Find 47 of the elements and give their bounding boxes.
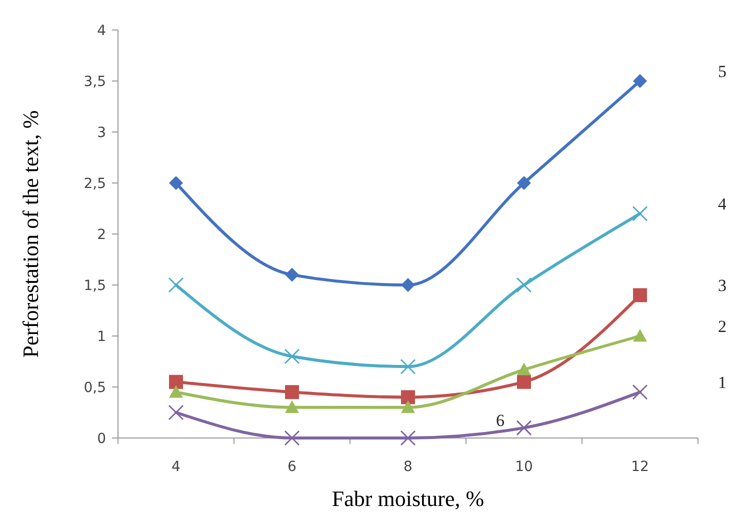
y-tick-label: 0	[97, 430, 106, 447]
point	[285, 400, 299, 413]
point	[284, 430, 300, 446]
y-tick-label: 4	[97, 22, 106, 39]
point	[401, 278, 415, 292]
point	[632, 384, 648, 400]
x-tick-label: 10	[515, 459, 533, 475]
point	[633, 329, 647, 342]
point	[633, 288, 647, 302]
y-axis-title: Perforestation of the text, %	[18, 110, 43, 358]
x-tick-label: 8	[404, 459, 412, 475]
point	[168, 404, 184, 420]
point	[517, 176, 531, 190]
point	[516, 277, 532, 293]
y-tick-label: 1	[97, 328, 106, 345]
point	[400, 430, 416, 446]
x-tick-label: 4	[172, 459, 181, 475]
y-tick-label: 0,5	[84, 380, 106, 396]
point	[401, 400, 415, 413]
point	[169, 176, 183, 190]
text: 1	[718, 373, 726, 392]
y-tick-label: 2,5	[84, 176, 106, 192]
point	[285, 385, 299, 400]
point	[632, 206, 648, 222]
point	[401, 390, 415, 404]
y-tick-label: 3,5	[84, 74, 106, 90]
y-tick-label: 1,5	[84, 278, 106, 294]
point	[285, 268, 299, 282]
point	[284, 348, 300, 364]
x-tick-label: 6	[288, 459, 297, 475]
point	[517, 374, 531, 389]
x-tick-label: 12	[631, 459, 649, 475]
text: 2	[718, 317, 726, 336]
point	[516, 420, 532, 436]
annotation: 6	[496, 410, 504, 430]
point	[633, 74, 647, 88]
point	[400, 358, 416, 374]
point	[169, 385, 183, 398]
text: 3	[718, 276, 726, 296]
y-tick-label: 3	[97, 124, 106, 141]
point	[517, 362, 531, 376]
text: 4	[718, 194, 727, 214]
text: 5	[718, 62, 726, 81]
point	[168, 277, 184, 293]
x-axis-title: Fabr moisture, %	[332, 486, 484, 511]
y-tick-label: 2	[97, 226, 106, 243]
point	[169, 374, 183, 389]
